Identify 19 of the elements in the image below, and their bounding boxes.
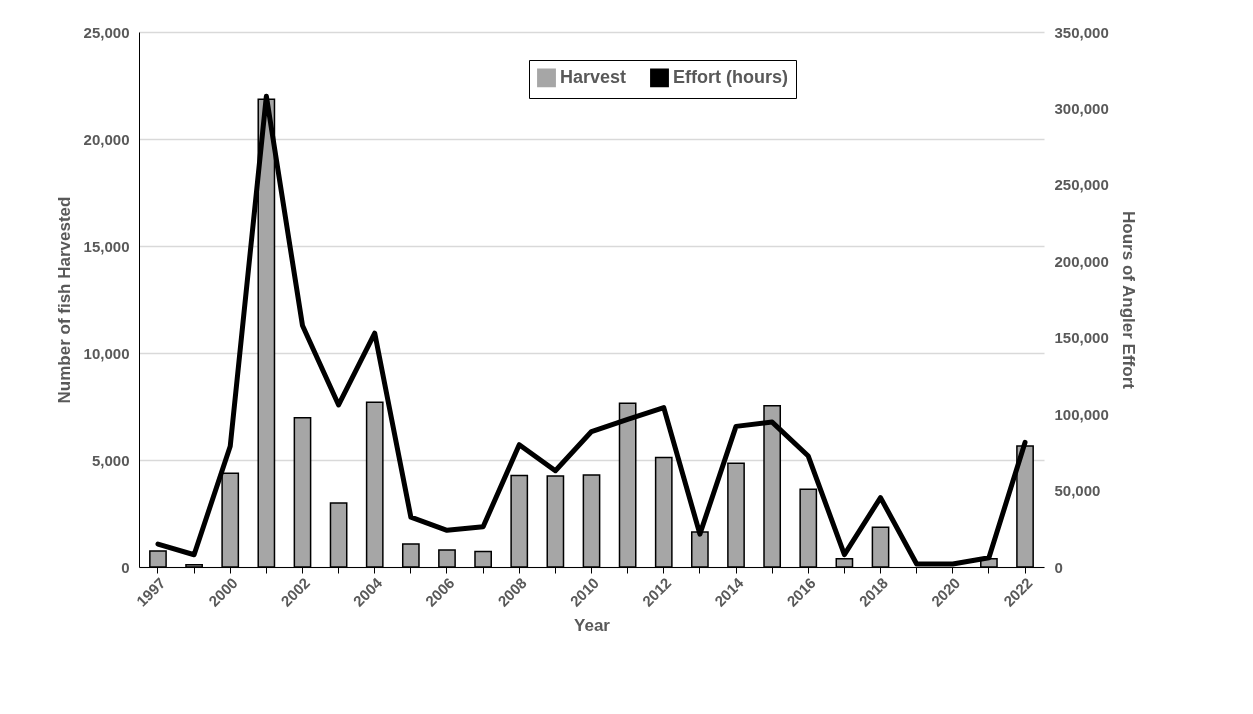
y2-tick-label: 50,000 (1054, 482, 1101, 500)
y2-tick-label: 300,000 (1054, 99, 1109, 117)
y2-tick-label: 250,000 (1054, 176, 1109, 194)
y2-tick-label: 150,000 (1054, 329, 1109, 347)
y-tick-label: 0 (121, 558, 130, 576)
y2-tick-label: 100,000 (1054, 405, 1109, 423)
y-tick-label: 25,000 (83, 23, 130, 41)
legend-label: Harvest (560, 66, 627, 87)
y2-tick-label: 350,000 (1054, 23, 1109, 41)
y-tick-label: 10,000 (83, 344, 130, 362)
y2-axis-title: Hours of Angler Effort (1118, 211, 1138, 390)
y2-tick-label: 0 (1054, 558, 1063, 576)
legend-label: Effort (hours) (673, 66, 788, 87)
y2-tick-label: 200,000 (1054, 252, 1109, 270)
y-axis-title: Number of fish Harvested (54, 196, 74, 404)
y-tick-label: 5,000 (91, 451, 130, 469)
y-tick-label: 15,000 (83, 237, 130, 255)
x-axis-title: Year (574, 615, 611, 635)
y-tick-label: 20,000 (83, 130, 130, 148)
